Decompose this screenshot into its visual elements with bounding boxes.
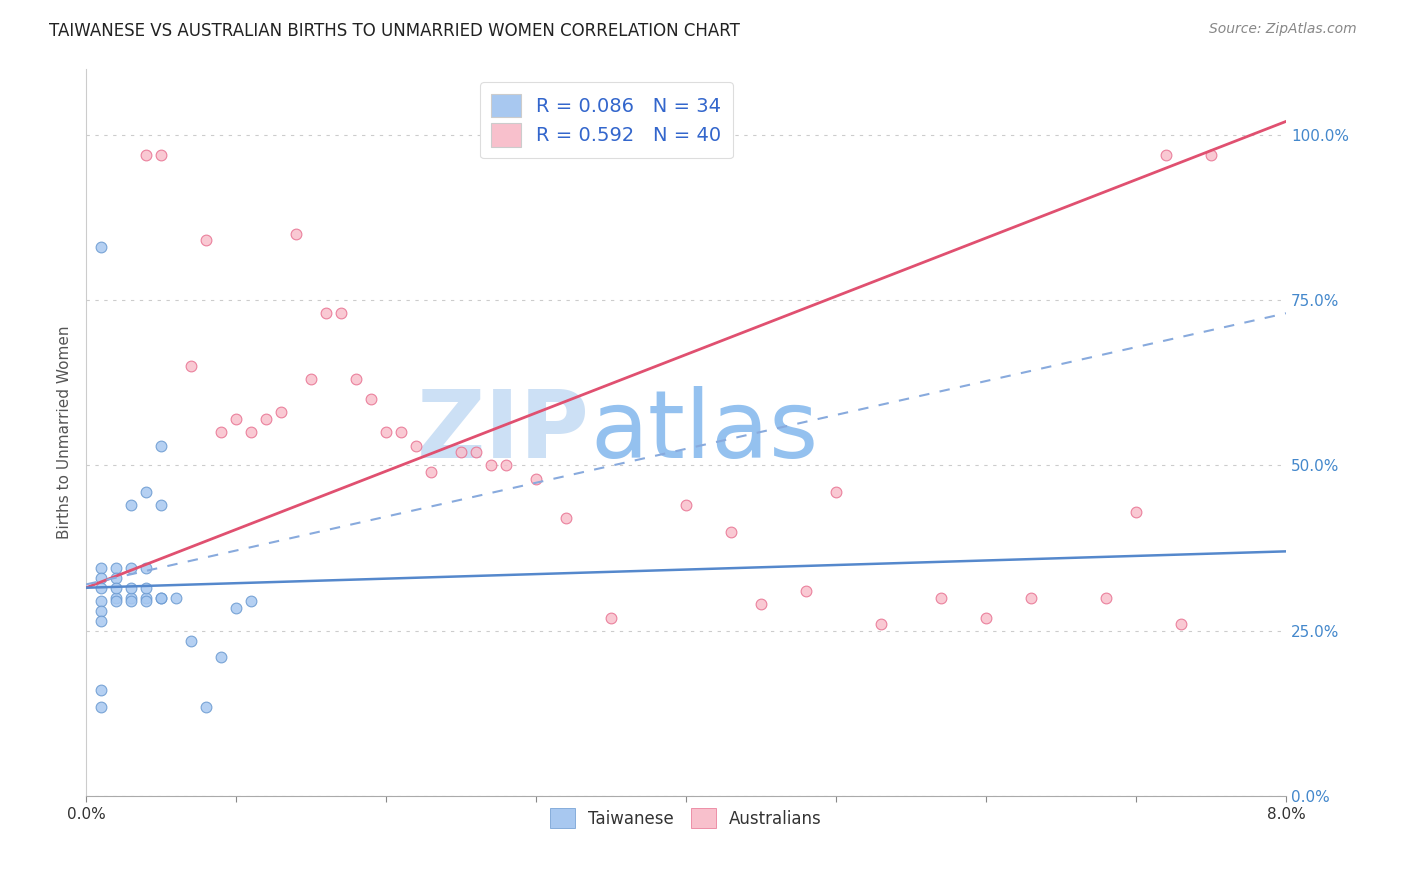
Point [254,412,277,426]
Point [90,240,112,254]
Point [600,610,623,624]
Point [344,372,367,386]
Point [389,425,412,440]
Point [120,591,142,605]
Point [209,650,232,665]
Text: Source: ZipAtlas.com: Source: ZipAtlas.com [1209,22,1357,37]
Point [825,484,848,499]
Point [195,699,218,714]
Point [794,584,817,599]
Point [90,614,112,628]
Point [974,610,997,624]
Point [120,594,142,608]
Point [120,498,142,512]
Point [285,227,308,241]
Point [165,591,187,605]
Point [135,147,157,161]
Point [135,561,157,575]
Point [299,372,322,386]
Point [120,581,142,595]
Point [225,600,247,615]
Point [135,581,157,595]
Point [225,412,247,426]
Point [929,591,952,605]
Point [120,561,142,575]
Point [375,425,398,440]
Point [195,234,218,248]
Point [90,594,112,608]
Text: atlas: atlas [591,386,818,478]
Point [1199,147,1222,161]
Point [1095,591,1118,605]
Point [180,359,202,373]
Point [420,465,443,479]
Point [479,458,502,473]
Text: ZIP: ZIP [418,386,591,478]
Point [209,425,232,440]
Point [150,438,173,452]
Point [240,425,263,440]
Point [90,683,112,698]
Point [105,561,128,575]
Point [870,617,893,632]
Point [135,591,157,605]
Legend: Taiwanese, Australians: Taiwanese, Australians [544,801,828,835]
Point [105,571,128,585]
Point [495,458,517,473]
Point [720,524,742,539]
Point [240,594,263,608]
Point [105,581,128,595]
Point [330,306,353,320]
Point [450,445,472,459]
Point [90,561,112,575]
Point [360,392,382,407]
Point [675,498,697,512]
Point [555,511,578,525]
Y-axis label: Births to Unmarried Women: Births to Unmarried Women [58,326,72,539]
Point [90,699,112,714]
Point [1170,617,1192,632]
Point [1125,505,1147,519]
Point [90,604,112,618]
Point [524,472,547,486]
Point [1019,591,1042,605]
Point [105,594,128,608]
Point [150,498,173,512]
Point [1154,147,1177,161]
Point [90,581,112,595]
Point [180,633,202,648]
Point [150,591,173,605]
Point [105,591,128,605]
Point [405,438,427,452]
Point [150,591,173,605]
Point [465,445,488,459]
Point [315,306,337,320]
Point [135,484,157,499]
Point [270,405,292,419]
Point [90,571,112,585]
Point [150,147,173,161]
Text: TAIWANESE VS AUSTRALIAN BIRTHS TO UNMARRIED WOMEN CORRELATION CHART: TAIWANESE VS AUSTRALIAN BIRTHS TO UNMARR… [49,22,740,40]
Point [135,594,157,608]
Point [749,597,772,611]
